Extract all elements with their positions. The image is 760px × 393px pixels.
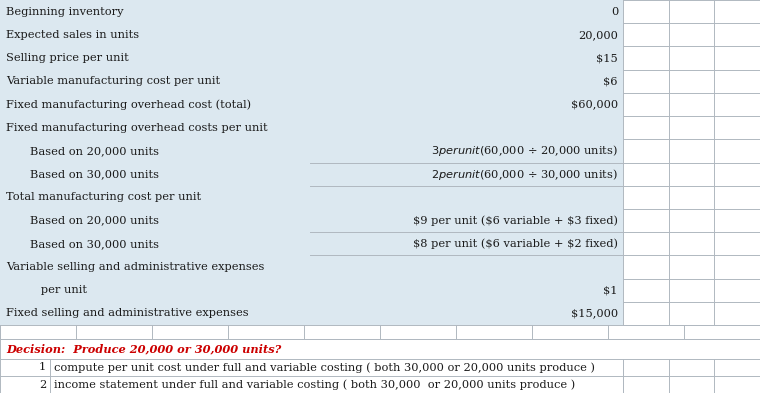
Text: $8 per unit ($6 variable + $2 fixed): $8 per unit ($6 variable + $2 fixed) — [413, 239, 618, 249]
Text: Based on 30,000 units: Based on 30,000 units — [30, 239, 159, 249]
Text: income statement under full and variable costing ( both 30,000  or 20,000 units : income statement under full and variable… — [54, 379, 575, 390]
Bar — [623, 0, 760, 325]
Text: Total manufacturing cost per unit: Total manufacturing cost per unit — [6, 192, 201, 202]
Text: $15: $15 — [597, 53, 618, 63]
Text: Selling price per unit: Selling price per unit — [6, 53, 128, 63]
Text: $6: $6 — [603, 76, 618, 86]
Text: Fixed manufacturing overhead cost (total): Fixed manufacturing overhead cost (total… — [6, 99, 251, 110]
Text: 20,000: 20,000 — [578, 30, 618, 40]
Text: compute per unit cost under full and variable costing ( both 30,000 or 20,000 un: compute per unit cost under full and var… — [54, 362, 595, 373]
Text: Based on 20,000 units: Based on 20,000 units — [30, 146, 159, 156]
Bar — [0, 0, 623, 325]
Text: Variable selling and administrative expenses: Variable selling and administrative expe… — [6, 262, 264, 272]
Text: $1: $1 — [603, 285, 618, 295]
Text: 2: 2 — [39, 380, 46, 389]
Text: Fixed manufacturing overhead costs per unit: Fixed manufacturing overhead costs per u… — [6, 123, 268, 133]
Text: Expected sales in units: Expected sales in units — [6, 30, 139, 40]
Text: 0: 0 — [611, 7, 618, 17]
Text: Fixed selling and administrative expenses: Fixed selling and administrative expense… — [6, 309, 249, 318]
Text: $60,000: $60,000 — [571, 99, 618, 110]
Text: $2 per unit ($60,000 ÷ 30,000 units): $2 per unit ($60,000 ÷ 30,000 units) — [431, 167, 618, 182]
Text: $9 per unit ($6 variable + $3 fixed): $9 per unit ($6 variable + $3 fixed) — [413, 215, 618, 226]
Text: Decision:  Produce 20,000 or 30,000 units?: Decision: Produce 20,000 or 30,000 units… — [6, 343, 281, 354]
Text: $3 per unit ($60,000 ÷ 20,000 units): $3 per unit ($60,000 ÷ 20,000 units) — [431, 143, 618, 158]
Text: per unit: per unit — [30, 285, 87, 295]
Bar — [0, 325, 760, 393]
Text: Based on 20,000 units: Based on 20,000 units — [30, 215, 159, 226]
Text: $15,000: $15,000 — [571, 309, 618, 318]
Text: Variable manufacturing cost per unit: Variable manufacturing cost per unit — [6, 76, 220, 86]
Text: Beginning inventory: Beginning inventory — [6, 7, 123, 17]
Text: 1: 1 — [39, 362, 46, 373]
Text: Based on 30,000 units: Based on 30,000 units — [30, 169, 159, 179]
